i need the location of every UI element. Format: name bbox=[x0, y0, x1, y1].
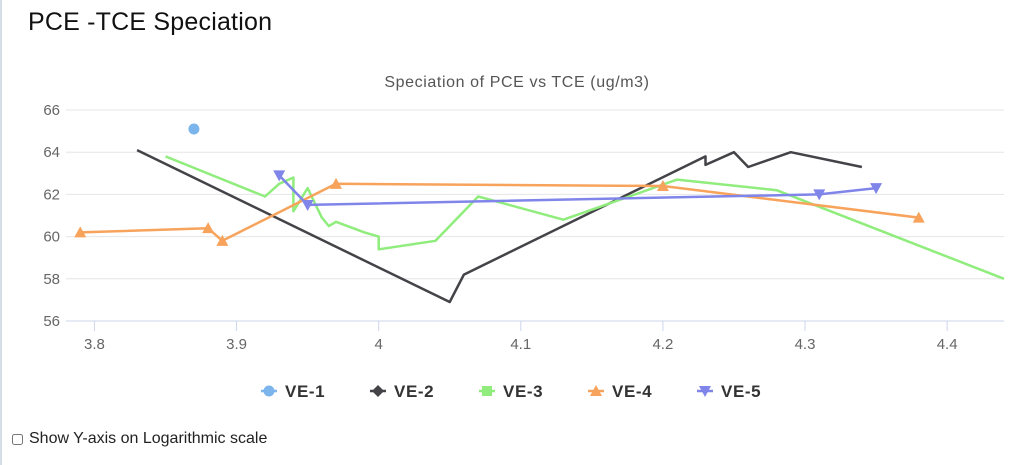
log-scale-label[interactable]: Show Y-axis on Logarithmic scale bbox=[29, 430, 268, 447]
legend-item-ve-3[interactable]: VE-3 bbox=[479, 382, 543, 401]
x-tick-label: 4 bbox=[374, 336, 382, 353]
x-tick-label: 4.1 bbox=[510, 336, 531, 353]
data-point-ve-4 bbox=[216, 234, 229, 246]
series-line-ve-2[interactable] bbox=[136, 148, 863, 304]
series-line-ve-3[interactable] bbox=[165, 155, 1005, 280]
legend-marker-ve-1 bbox=[263, 385, 275, 397]
data-point-ve-5 bbox=[870, 183, 883, 195]
legend-marker-ve-2 bbox=[372, 385, 384, 397]
data-point-ve-4 bbox=[74, 226, 87, 238]
x-tick-label: 4.2 bbox=[652, 336, 673, 353]
x-axis-ticks: 3.8 3.9 4 4.1 4.2 4.3 4.4 bbox=[84, 336, 958, 353]
data-point-ve-4 bbox=[330, 177, 343, 189]
legend-marker-ve-4 bbox=[590, 385, 602, 396]
x-tick-label: 4.3 bbox=[795, 336, 816, 353]
chart-title: Speciation of PCE vs TCE (ug/m3) bbox=[384, 74, 649, 91]
data-point-ve-5 bbox=[273, 170, 286, 182]
x-tick-label: 3.9 bbox=[226, 336, 247, 353]
y-tick-label: 56 bbox=[43, 313, 60, 330]
legend-item-ve-2[interactable]: VE-2 bbox=[370, 382, 434, 401]
y-tick-label: 58 bbox=[43, 271, 60, 288]
legend-marker-ve-5 bbox=[699, 386, 711, 397]
x-tick-label: 3.8 bbox=[84, 336, 105, 353]
log-scale-toggle[interactable]: Show Y-axis on Logarithmic scale bbox=[12, 430, 267, 448]
legend-label-ve-5: VE-5 bbox=[721, 382, 761, 401]
data-point-ve-1 bbox=[188, 123, 200, 135]
data-point-ve-5 bbox=[301, 199, 314, 211]
legend-label-ve-3: VE-3 bbox=[503, 382, 543, 401]
series-lines bbox=[80, 148, 1005, 304]
legend-label-ve-4: VE-4 bbox=[612, 382, 652, 401]
y-tick-label: 60 bbox=[43, 229, 60, 246]
legend-item-ve-1[interactable]: VE-1 bbox=[261, 382, 325, 401]
series-line-ve-5[interactable] bbox=[278, 174, 877, 207]
legend-label-ve-2: VE-2 bbox=[394, 382, 434, 401]
legend-marker-ve-3 bbox=[482, 386, 492, 396]
y-tick-label: 64 bbox=[43, 144, 60, 161]
y-axis-ticks: 56 58 60 62 64 66 bbox=[43, 102, 60, 330]
log-scale-checkbox[interactable] bbox=[12, 433, 23, 445]
data-point-ve-5 bbox=[813, 189, 826, 201]
legend-item-ve-4[interactable]: VE-4 bbox=[588, 382, 652, 401]
data-point-ve-4 bbox=[656, 179, 669, 191]
data-point-ve-4 bbox=[202, 222, 215, 234]
series-markers bbox=[74, 123, 925, 246]
left-border bbox=[0, 0, 2, 465]
legend[interactable]: VE-1 VE-2 VE-3 VE-4 VE-5 bbox=[261, 382, 761, 401]
x-tick-label: 4.4 bbox=[937, 336, 958, 353]
legend-label-ve-1: VE-1 bbox=[285, 382, 325, 401]
data-point-ve-4 bbox=[912, 211, 925, 223]
legend-item-ve-5[interactable]: VE-5 bbox=[697, 382, 761, 401]
page-title: PCE -TCE Speciation bbox=[28, 8, 273, 36]
chart: Speciation of PCE vs TCE (ug/m3) 56 58 60 6… bbox=[43, 74, 1005, 401]
x-axis bbox=[66, 320, 1004, 331]
y-tick-label: 66 bbox=[43, 102, 60, 119]
y-gridlines bbox=[66, 109, 1004, 280]
y-tick-label: 62 bbox=[43, 186, 60, 203]
series-line-ve-4[interactable] bbox=[80, 182, 919, 243]
